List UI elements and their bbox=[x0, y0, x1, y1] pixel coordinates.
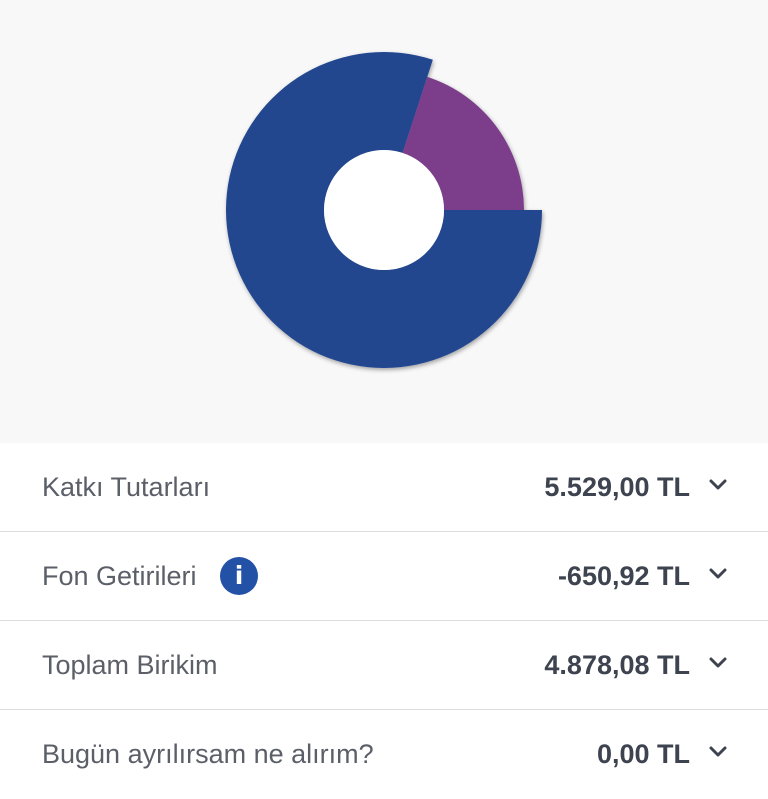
chevron-down-icon[interactable] bbox=[708, 478, 728, 492]
chevron-down-icon[interactable] bbox=[708, 745, 728, 759]
row-label: Bugün ayrılırsam ne alırım? bbox=[42, 739, 374, 769]
row-katki-tutarlari[interactable]: Katkı Tutarları 5.529,00 TL bbox=[0, 443, 768, 532]
row-value: 5.529,00 TL bbox=[544, 472, 690, 502]
donut-slice-fon-getirileri[interactable] bbox=[402, 76, 524, 211]
row-label: Toplam Birikim bbox=[42, 650, 218, 680]
row-bugun-ayrilirsam[interactable]: Bugün ayrılırsam ne alırım? 0,00 TL bbox=[0, 710, 768, 799]
donut-chart[interactable] bbox=[0, 0, 768, 443]
donut-hole bbox=[324, 150, 444, 270]
row-toplam-birikim[interactable]: Toplam Birikim 4.878,08 TL bbox=[0, 621, 768, 710]
row-value: 4.878,08 TL bbox=[544, 650, 690, 680]
summary-list: Katkı Tutarları 5.529,00 TL Fon Getirile… bbox=[0, 443, 768, 769]
chevron-down-icon[interactable] bbox=[708, 656, 728, 670]
row-label: Katkı Tutarları bbox=[42, 472, 211, 502]
donut-slice-katki-tutarlari[interactable] bbox=[226, 52, 543, 369]
info-icon[interactable]: i bbox=[220, 557, 258, 595]
row-fon-getirileri[interactable]: Fon Getirileri i -650,92 TL bbox=[0, 532, 768, 621]
chevron-down-icon[interactable] bbox=[708, 567, 728, 581]
divider bbox=[0, 620, 768, 621]
row-value: 0,00 TL bbox=[596, 739, 690, 769]
row-value: -650,92 TL bbox=[557, 561, 690, 591]
divider bbox=[0, 531, 768, 532]
chart-panel bbox=[0, 0, 768, 443]
row-label: Fon Getirileri bbox=[42, 561, 197, 591]
divider bbox=[0, 709, 768, 710]
